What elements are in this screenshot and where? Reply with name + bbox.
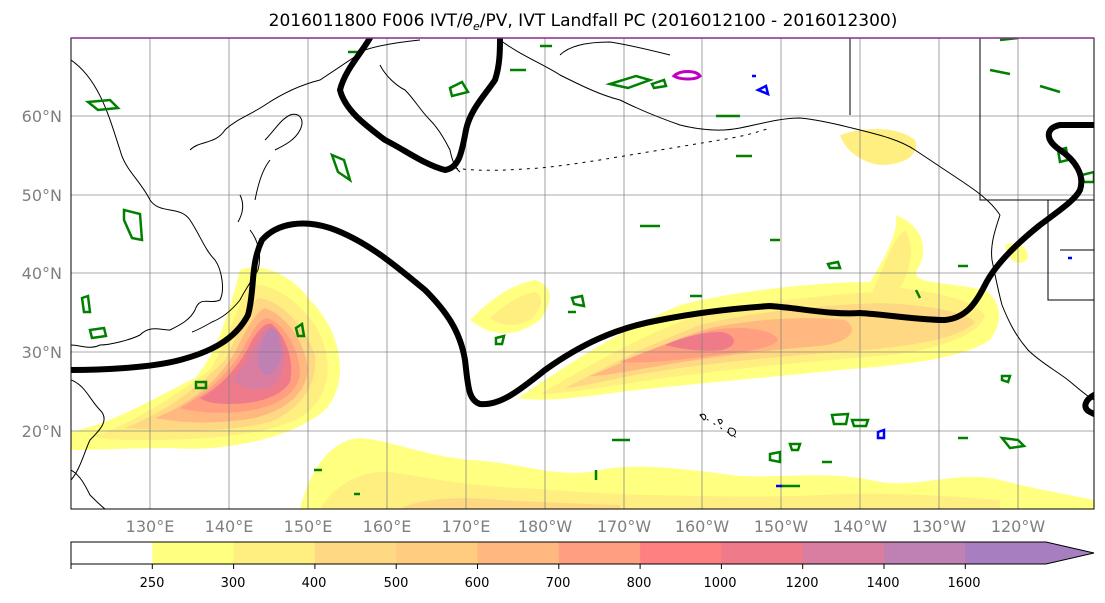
lon-label: 130°W — [912, 517, 967, 536]
lon-label: 170°E — [442, 517, 491, 536]
colorbar-tick-label: 300 — [221, 576, 246, 591]
colorbar-swatch — [721, 542, 804, 564]
colorbar-swatch — [558, 542, 641, 564]
lon-label: 150°E — [284, 517, 333, 536]
lon-label: 160°E — [363, 517, 412, 536]
colorbar-tick-label: 1000 — [703, 576, 736, 591]
colorbar-swatch — [477, 542, 560, 564]
lon-label: 170°W — [597, 517, 652, 536]
colorbar-outline — [70, 541, 1095, 565]
colorbar-tick-label: 1600 — [947, 576, 980, 591]
pv-contours — [80, 74, 1094, 464]
colorbar-swatch — [884, 542, 966, 564]
lon-label: 130°E — [126, 517, 175, 536]
colorbar: 250 300 400 500 600 700 800 1000 1200 14… — [70, 541, 1095, 591]
lat-label-30n: 30°N — [22, 343, 62, 362]
chart-title: 2016011800 F006 IVT/θe/PV, IVT Landfall … — [269, 11, 898, 33]
colorbar-swatch — [640, 542, 722, 564]
colorbar-tick-labels: 250 300 400 500 600 700 800 1000 1200 14… — [140, 576, 981, 591]
colorbar-tick-label: 1400 — [866, 576, 899, 591]
colorbar-ticks — [70, 564, 966, 569]
magenta-contour — [671, 70, 702, 81]
colorbar-swatch — [233, 542, 316, 564]
colorbar-tick-label: 700 — [546, 576, 571, 591]
colorbar-extend-arrow — [1046, 542, 1094, 564]
colorbar-swatch — [802, 542, 885, 564]
colorbar-swatch — [71, 542, 153, 564]
colorbar-swatches — [71, 542, 1048, 564]
colorbar-tick-label: 600 — [465, 576, 490, 591]
colorbar-swatch — [314, 542, 397, 564]
colorbar-tick-label: 500 — [384, 576, 409, 591]
colorbar-tick-label: 400 — [302, 576, 327, 591]
lon-label: 180°W — [518, 517, 573, 536]
colorbar-swatch — [396, 542, 478, 564]
lat-label-20n: 20°N — [22, 422, 62, 441]
lon-label: 140°E — [205, 517, 254, 536]
graticule — [71, 38, 1094, 509]
blue-contours — [752, 74, 1072, 488]
lon-label: 120°W — [991, 517, 1046, 536]
lon-label: 160°W — [675, 517, 730, 536]
lat-label-60n: 60°N — [22, 107, 62, 126]
coastlines — [71, 38, 1094, 509]
colorbar-tick-label: 250 — [140, 576, 165, 591]
lat-label-50n: 50°N — [22, 186, 62, 205]
pv-contour-strokes — [314, 38, 1061, 496]
lon-label: 140°W — [833, 517, 888, 536]
longitude-labels: 130°E 140°E 150°E 160°E 170°E 180°W 170°… — [126, 517, 1046, 536]
lon-label: 150°W — [754, 517, 809, 536]
colorbar-swatch — [965, 542, 1048, 564]
lat-label-40n: 40°N — [22, 264, 62, 283]
map-panel — [71, 38, 1094, 509]
latitude-labels: 20°N 30°N 40°N 50°N 60°N — [22, 107, 62, 441]
colorbar-tick-label: 800 — [627, 576, 652, 591]
colorbar-tick-label: 1200 — [785, 576, 818, 591]
colorbar-swatch — [152, 542, 235, 564]
